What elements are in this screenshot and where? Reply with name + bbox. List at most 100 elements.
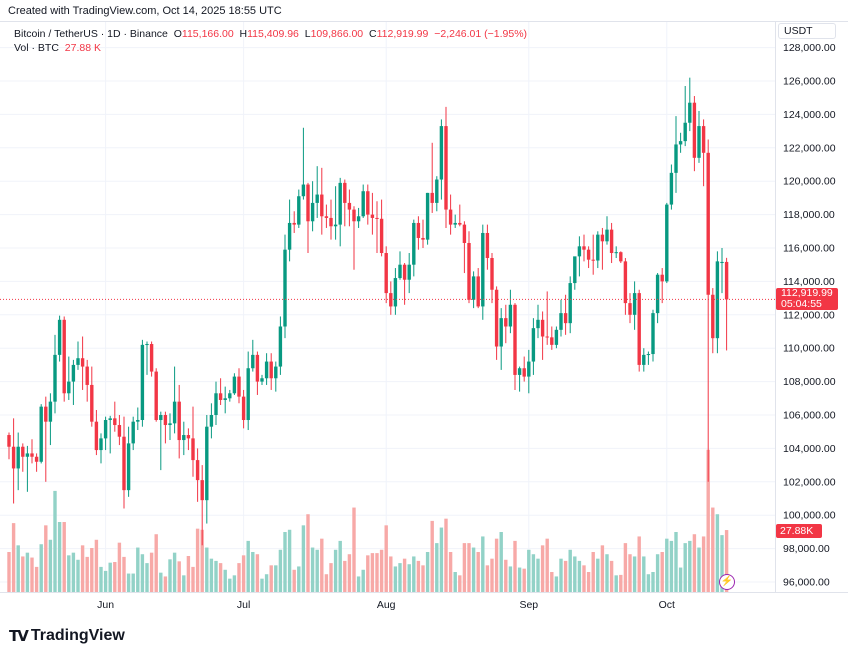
candle[interactable] bbox=[471, 271, 476, 309]
candle[interactable] bbox=[508, 289, 513, 334]
candle[interactable] bbox=[347, 189, 352, 227]
candle[interactable] bbox=[315, 166, 319, 218]
candle[interactable] bbox=[333, 186, 338, 240]
candle[interactable] bbox=[297, 189, 301, 228]
candle[interactable] bbox=[209, 403, 214, 439]
candle[interactable] bbox=[402, 263, 407, 305]
candle[interactable] bbox=[531, 318, 536, 375]
candle[interactable] bbox=[21, 443, 25, 472]
candle[interactable] bbox=[324, 204, 329, 228]
candle[interactable] bbox=[218, 378, 223, 405]
candle[interactable] bbox=[720, 248, 724, 294]
candle[interactable] bbox=[90, 366, 94, 427]
candle[interactable] bbox=[453, 214, 457, 228]
candle[interactable] bbox=[57, 315, 62, 362]
candle[interactable] bbox=[609, 222, 614, 264]
candle[interactable] bbox=[80, 336, 85, 390]
candle[interactable] bbox=[591, 234, 595, 275]
candle[interactable] bbox=[568, 276, 572, 334]
candle[interactable] bbox=[103, 416, 108, 451]
candle[interactable] bbox=[366, 184, 370, 225]
candle[interactable] bbox=[352, 206, 356, 270]
candle[interactable] bbox=[665, 202, 669, 284]
candle[interactable] bbox=[444, 106, 448, 228]
candle[interactable] bbox=[172, 366, 177, 434]
candle[interactable] bbox=[637, 289, 641, 372]
candle[interactable] bbox=[329, 199, 333, 240]
candle[interactable] bbox=[623, 258, 628, 315]
candle[interactable] bbox=[724, 257, 729, 351]
candle[interactable] bbox=[706, 139, 710, 482]
candle[interactable] bbox=[278, 316, 283, 375]
candle[interactable] bbox=[476, 268, 480, 309]
candle[interactable] bbox=[320, 167, 324, 235]
candle[interactable] bbox=[563, 294, 568, 335]
candle[interactable] bbox=[550, 326, 554, 350]
candle[interactable] bbox=[44, 396, 48, 482]
candle[interactable] bbox=[195, 448, 200, 502]
candle[interactable] bbox=[412, 219, 416, 277]
candle[interactable] bbox=[25, 445, 30, 492]
candle[interactable] bbox=[646, 351, 651, 365]
candle[interactable] bbox=[375, 201, 379, 254]
candle[interactable] bbox=[674, 116, 678, 193]
candle[interactable] bbox=[11, 418, 16, 504]
candle[interactable] bbox=[435, 176, 439, 212]
candle[interactable] bbox=[522, 356, 526, 382]
candle[interactable] bbox=[462, 221, 467, 274]
candle[interactable] bbox=[715, 251, 720, 354]
candle[interactable] bbox=[177, 384, 181, 459]
candle[interactable] bbox=[448, 194, 453, 235]
currency-button[interactable]: USDT bbox=[778, 23, 836, 39]
candle[interactable] bbox=[517, 366, 522, 392]
candle[interactable] bbox=[131, 416, 135, 451]
candle[interactable] bbox=[246, 351, 250, 431]
candle[interactable] bbox=[356, 207, 361, 228]
candle[interactable] bbox=[338, 177, 342, 247]
candle[interactable] bbox=[76, 341, 80, 370]
candle[interactable] bbox=[255, 351, 260, 395]
candle[interactable] bbox=[485, 224, 490, 270]
candle[interactable] bbox=[62, 316, 66, 402]
candle[interactable] bbox=[527, 349, 531, 394]
candle[interactable] bbox=[67, 356, 71, 400]
candle[interactable] bbox=[481, 224, 485, 320]
candle[interactable] bbox=[71, 359, 76, 405]
candle[interactable] bbox=[407, 253, 411, 294]
candle[interactable] bbox=[306, 182, 310, 254]
candle[interactable] bbox=[310, 181, 315, 232]
candle[interactable] bbox=[504, 304, 508, 344]
candle[interactable] bbox=[16, 432, 20, 491]
candle[interactable] bbox=[232, 373, 237, 395]
candle[interactable] bbox=[7, 432, 11, 460]
candle[interactable] bbox=[53, 334, 57, 414]
candle[interactable] bbox=[149, 341, 154, 377]
candle[interactable] bbox=[421, 219, 425, 248]
candle[interactable] bbox=[586, 246, 591, 269]
candle[interactable] bbox=[430, 142, 434, 213]
candle[interactable] bbox=[191, 406, 195, 477]
candle[interactable] bbox=[260, 374, 264, 385]
candle[interactable] bbox=[343, 179, 347, 227]
candle[interactable] bbox=[370, 192, 375, 235]
candle[interactable] bbox=[642, 348, 646, 372]
tradingview-logo[interactable]: 𝗧𝗩 TradingView bbox=[9, 627, 125, 645]
candle[interactable] bbox=[669, 164, 674, 210]
candle[interactable] bbox=[122, 416, 126, 509]
lightning-icon[interactable]: ⚡ bbox=[719, 574, 735, 590]
candle[interactable] bbox=[582, 234, 586, 262]
candle[interactable] bbox=[136, 407, 140, 431]
candle[interactable] bbox=[214, 381, 218, 426]
candle[interactable] bbox=[458, 204, 462, 227]
candle[interactable] bbox=[200, 465, 204, 546]
candle[interactable] bbox=[554, 326, 559, 349]
candle[interactable] bbox=[536, 304, 540, 339]
candle[interactable] bbox=[490, 253, 494, 304]
candle[interactable] bbox=[292, 211, 296, 233]
candle[interactable] bbox=[416, 216, 421, 250]
candle[interactable] bbox=[283, 234, 287, 339]
candle[interactable] bbox=[99, 433, 103, 464]
candle[interactable] bbox=[145, 341, 149, 375]
candle[interactable] bbox=[379, 199, 384, 257]
candle[interactable] bbox=[389, 281, 393, 315]
